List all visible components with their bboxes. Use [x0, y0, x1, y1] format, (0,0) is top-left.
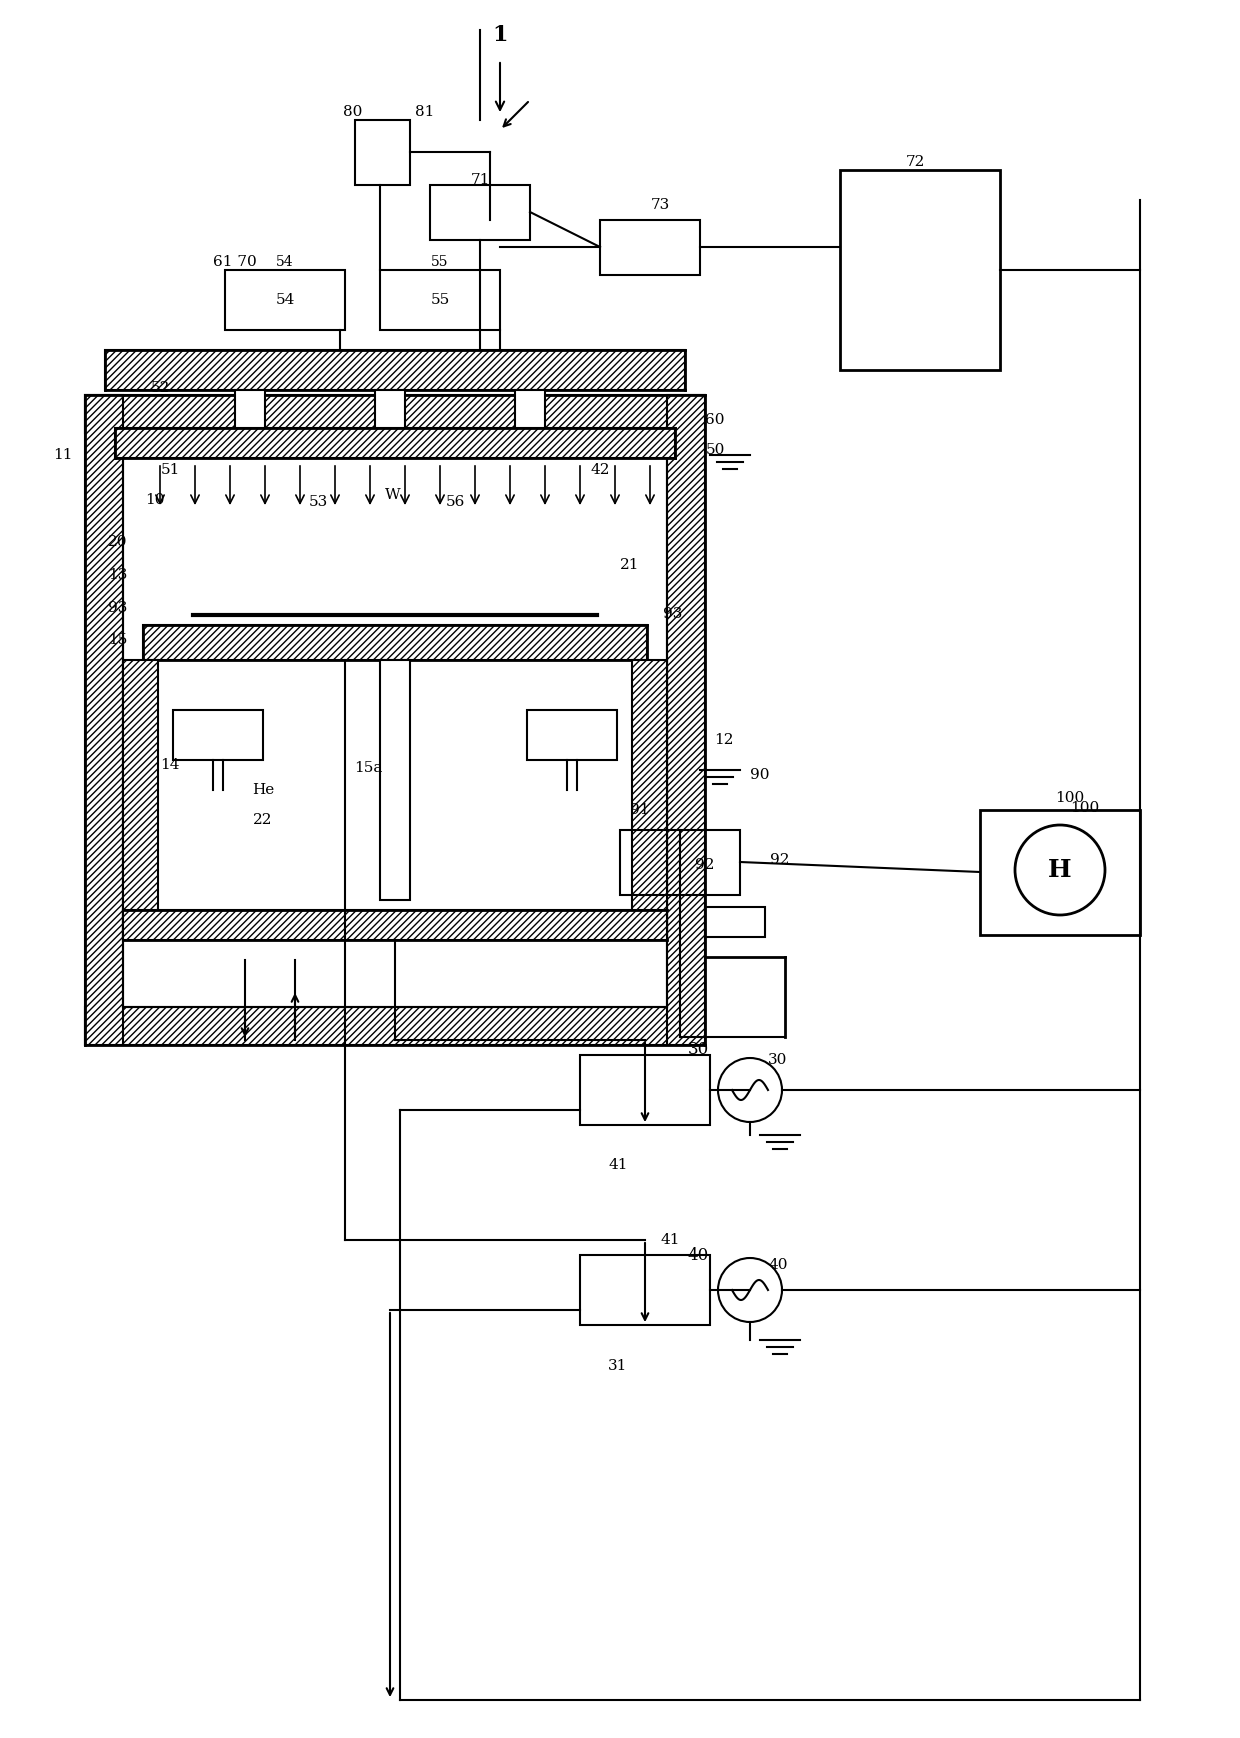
Text: 93: 93 — [108, 601, 128, 615]
Text: He: He — [252, 784, 274, 798]
Text: 51: 51 — [160, 462, 180, 476]
Text: 31: 31 — [609, 1359, 627, 1373]
Text: 13: 13 — [108, 568, 128, 582]
Bar — [632, 660, 667, 940]
Text: 55: 55 — [430, 294, 450, 308]
Text: 50: 50 — [706, 443, 724, 457]
Text: 40: 40 — [769, 1258, 787, 1272]
Text: 22: 22 — [253, 813, 273, 827]
Text: 72: 72 — [905, 155, 925, 169]
Text: 10: 10 — [145, 494, 165, 507]
Bar — [236, 389, 265, 428]
Bar — [839, 170, 999, 370]
Text: 11: 11 — [53, 448, 73, 462]
Bar — [115, 428, 675, 459]
Text: 14: 14 — [160, 758, 180, 772]
Bar — [174, 711, 263, 760]
Text: W: W — [386, 488, 401, 502]
Text: 56: 56 — [445, 495, 465, 509]
Text: 41: 41 — [660, 1232, 680, 1246]
Text: 60: 60 — [706, 414, 724, 428]
Text: 40: 40 — [687, 1246, 708, 1264]
Bar — [515, 389, 546, 428]
Text: 1: 1 — [492, 24, 507, 45]
Text: 100: 100 — [1070, 801, 1100, 815]
Bar — [379, 269, 500, 330]
Text: 15: 15 — [108, 633, 128, 647]
Text: 30: 30 — [769, 1053, 787, 1067]
Bar — [105, 349, 684, 389]
Text: 100: 100 — [1055, 791, 1085, 805]
Text: 15a: 15a — [353, 761, 382, 775]
Text: 93: 93 — [663, 607, 683, 620]
Bar — [143, 626, 647, 660]
Text: 12: 12 — [714, 733, 734, 747]
Text: 91: 91 — [630, 803, 650, 817]
Text: 81: 81 — [415, 104, 435, 118]
Bar — [580, 1255, 711, 1324]
Text: 41: 41 — [609, 1158, 627, 1171]
Text: H: H — [1048, 859, 1071, 881]
Text: 20: 20 — [108, 535, 128, 549]
Bar — [527, 711, 618, 760]
Text: 53: 53 — [309, 495, 327, 509]
Text: 71: 71 — [470, 174, 490, 188]
Text: 52: 52 — [150, 381, 170, 395]
Bar — [980, 810, 1140, 935]
Bar — [667, 395, 706, 1045]
Bar — [86, 395, 123, 1045]
Text: 73: 73 — [650, 198, 670, 212]
Bar — [123, 660, 157, 940]
Bar — [600, 221, 701, 275]
Bar — [580, 1055, 711, 1124]
Text: 92: 92 — [770, 853, 790, 867]
Text: 90: 90 — [750, 768, 770, 782]
Text: 30: 30 — [687, 1041, 708, 1058]
Text: 92: 92 — [696, 859, 714, 872]
Bar — [355, 120, 410, 184]
Bar — [86, 1006, 706, 1045]
Text: 55: 55 — [432, 255, 449, 269]
Text: 54: 54 — [277, 255, 294, 269]
Text: 54: 54 — [275, 294, 295, 308]
Bar — [430, 184, 529, 240]
Bar — [706, 907, 765, 937]
Text: 21: 21 — [620, 558, 640, 572]
Bar — [123, 911, 667, 940]
Bar — [379, 660, 410, 900]
Text: 42: 42 — [590, 462, 610, 476]
Text: 61 70: 61 70 — [213, 255, 257, 269]
Bar — [374, 389, 405, 428]
Bar — [620, 831, 740, 895]
Bar — [86, 395, 706, 433]
Bar — [224, 269, 345, 330]
Text: 80: 80 — [343, 104, 362, 118]
